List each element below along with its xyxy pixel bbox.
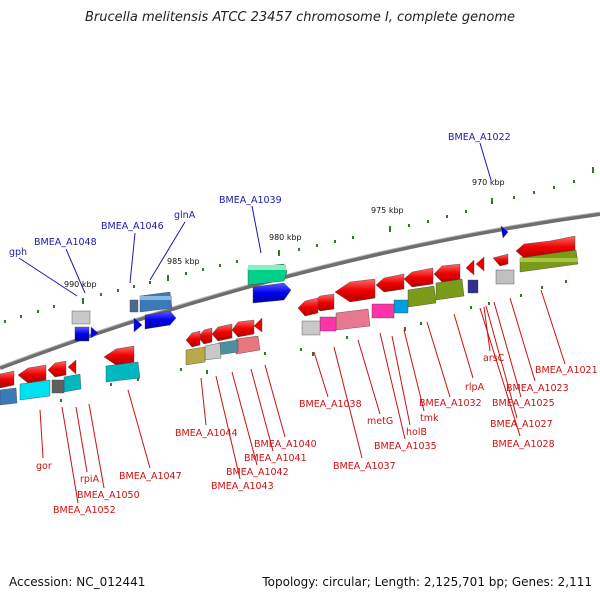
scale-label: 980 kbp — [269, 233, 302, 242]
gene-label: BMEA_A1028 — [492, 439, 555, 450]
gene-label: BMEA_A1039 — [219, 195, 282, 206]
gene-label: BMEA_A1027 — [490, 419, 553, 430]
gene-label: arsC — [483, 353, 505, 364]
scale-label: 990 kbp — [64, 280, 97, 289]
scale-label: 975 kbp — [371, 206, 404, 215]
gene-arrow — [90, 326, 99, 339]
gene-label: BMEA_A1021 — [535, 365, 598, 376]
gene-arrow — [63, 373, 82, 393]
gene-arrow — [17, 364, 47, 384]
gene-block — [495, 269, 515, 285]
gene-label: BMEA_A1025 — [492, 398, 555, 409]
gene-arrow — [253, 317, 263, 333]
gene-label: BMEA_A1052 — [53, 505, 116, 516]
forward-genes — [71, 225, 509, 342]
gene-arrow — [403, 267, 434, 288]
gene-label: BMEA_A1035 — [374, 441, 437, 452]
gene-label: BMEA_A1022 — [448, 132, 511, 143]
gene-block — [74, 326, 90, 342]
gene-arrow — [407, 285, 437, 308]
gene-arrow — [19, 379, 51, 401]
gene-label: BMEA_A1048 — [34, 237, 97, 248]
gene-arrow — [475, 256, 485, 272]
gene-block — [467, 279, 479, 294]
gene-arrow — [297, 297, 319, 317]
gene-label: rlpA — [465, 382, 485, 393]
gene-label: BMEA_A1047 — [119, 471, 182, 482]
top-leader-lines — [18, 142, 492, 297]
gene-label: gph — [9, 247, 27, 258]
gene-arrow — [217, 339, 239, 356]
gene-label: BMEA_A1023 — [506, 383, 569, 394]
gene-arrow — [465, 259, 475, 276]
genome-summary-text: Topology: circular; Length: 2,125,701 bp… — [262, 575, 592, 589]
gene-arrow — [105, 361, 141, 383]
gene-label: BMEA_A1038 — [299, 399, 362, 410]
gene-arrow — [235, 335, 261, 355]
gene-label: BMEA_A1046 — [101, 221, 164, 232]
map-title: Brucella melitensis ATCC 23457 chromosom… — [84, 10, 516, 25]
gene-block — [248, 265, 286, 270]
gene-arrow — [375, 273, 405, 293]
gene-arrow — [492, 253, 509, 267]
gene-label: BMEA_A1032 — [419, 398, 482, 409]
accession-text: Accession: NC_012441 — [9, 575, 146, 589]
scale-label: 985 kbp — [167, 257, 200, 266]
gene-block — [51, 379, 65, 394]
gene-arrow — [185, 346, 206, 366]
gene-label: metG — [367, 416, 393, 427]
gene-arrow — [204, 342, 222, 361]
gene-arrow — [144, 310, 177, 330]
gene-arrow — [500, 225, 509, 239]
gene-label: rpiA — [80, 474, 100, 485]
gene-arrow — [335, 308, 371, 331]
gene-label: BMEA_A1037 — [333, 461, 396, 472]
bottom-labels: BMEA_A1021 BMEA_A1023 BMEA_A1025 BMEA_A1… — [36, 353, 598, 516]
gene-block — [129, 299, 139, 313]
gene-block — [393, 299, 409, 314]
gene-arrow — [133, 317, 143, 333]
gene-label: BMEA_A1044 — [175, 428, 238, 439]
gene-arrow — [0, 387, 18, 406]
top-labels: BMEA_A1022 BMEA_A1039 glnA BMEA_A1046 BM… — [9, 132, 511, 258]
gene-arrow — [185, 330, 201, 348]
gene-arrow — [47, 360, 67, 378]
gene-label: BMEA_A1043 — [211, 481, 274, 492]
gene-label: BMEA_A1040 — [254, 439, 317, 450]
scale-label: 970 kbp — [472, 178, 505, 187]
gene-arrow — [197, 327, 213, 345]
gene-arrow — [67, 359, 77, 375]
gene-block — [319, 316, 337, 332]
gene-block — [520, 258, 578, 262]
gene-block — [301, 320, 321, 336]
gene-block — [71, 310, 91, 325]
gene-block — [371, 303, 395, 319]
gene-arrow — [0, 370, 15, 389]
gene-arrow — [231, 319, 255, 338]
gene-label: holB — [406, 427, 427, 438]
gene-arrow — [435, 278, 465, 301]
gene-arrow — [334, 278, 376, 303]
scale-ticks — [4, 167, 594, 323]
gene-label: BMEA_A1042 — [226, 467, 289, 478]
gene-label: tmk — [420, 413, 439, 424]
gene-arrow — [211, 323, 233, 342]
gene-label: glnA — [174, 210, 196, 221]
reverse-genes — [0, 235, 579, 406]
gene-arrow — [433, 263, 461, 283]
gene-arrow — [103, 345, 135, 366]
bottom-leader-lines — [39, 289, 566, 504]
gene-arrow — [252, 282, 292, 304]
gene-label: BMEA_A1050 — [77, 490, 140, 501]
gene-label: gor — [36, 461, 52, 472]
gene-block — [140, 296, 172, 300]
gene-label: BMEA_A1041 — [244, 453, 307, 464]
